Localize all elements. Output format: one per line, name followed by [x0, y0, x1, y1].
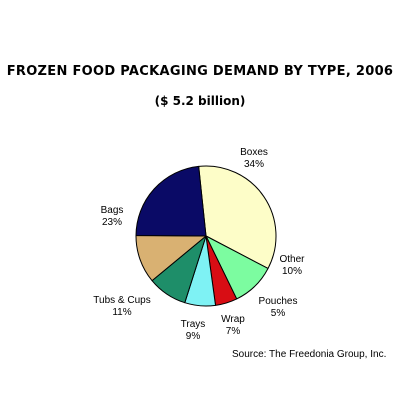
slice-value-bags: 23% — [102, 217, 122, 228]
pie-slice-boxes — [198, 165, 277, 269]
slice-label-wrap: Wrap — [221, 314, 245, 325]
slice-value-tubs-cups: 11% — [112, 307, 131, 318]
slice-label-pouches: Pouches — [259, 296, 298, 307]
slice-label-trays: Trays — [181, 319, 206, 330]
chart-title: FROZEN FOOD PACKAGING DEMAND BY TYPE, 20… — [6, 64, 394, 79]
source-note: Source: The Freedonia Group, Inc. — [232, 349, 387, 360]
slice-value-trays: 9% — [186, 331, 201, 342]
slice-label-boxes: Boxes — [240, 147, 268, 158]
chart-subtitle: ($ 5.2 billion) — [154, 94, 246, 108]
slice-value-other: 10% — [282, 266, 302, 277]
pie-slice-bags — [135, 165, 207, 237]
slice-label-other: Other — [279, 254, 305, 265]
slice-label-bags: Bags — [101, 205, 124, 216]
slice-value-wrap: 7% — [226, 326, 241, 337]
slice-value-pouches: 5% — [271, 308, 286, 319]
slice-label-tubs-cups: Tubs & Cups — [93, 295, 150, 306]
slice-value-boxes: 34% — [244, 159, 264, 170]
